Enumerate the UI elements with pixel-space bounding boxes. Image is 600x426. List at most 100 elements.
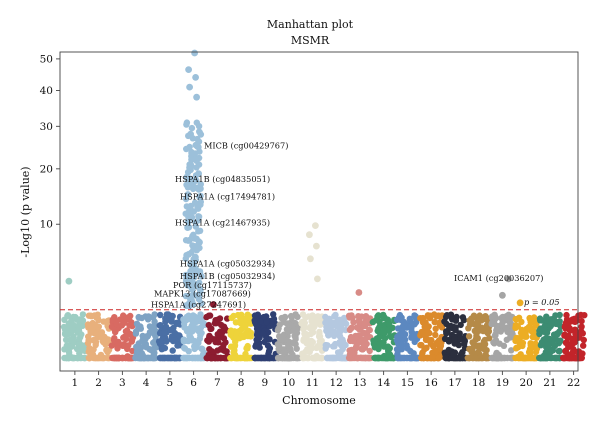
hit-point <box>190 231 197 238</box>
y-axis: 10 20 30 40 50 <box>40 53 60 231</box>
hit-point <box>499 291 506 299</box>
background-point <box>404 345 411 352</box>
background-point <box>231 342 239 349</box>
background-point <box>386 320 393 327</box>
x-tick-label: 22 <box>567 377 580 389</box>
background-point <box>417 341 424 349</box>
background-point <box>159 345 166 352</box>
background-point <box>142 335 149 343</box>
background-point <box>133 343 140 351</box>
x-tick-label: 10 <box>282 377 295 389</box>
background-point <box>171 354 179 362</box>
background-point <box>418 354 425 362</box>
background-point <box>115 338 122 346</box>
hit-point <box>192 256 199 264</box>
background-point <box>393 346 401 353</box>
background-point <box>428 354 435 362</box>
background-point <box>138 314 146 322</box>
background-point <box>151 318 158 325</box>
background-point <box>532 348 540 356</box>
background-point <box>168 318 175 325</box>
background-point <box>231 347 238 354</box>
x-tick-label: 6 <box>190 377 197 389</box>
background-point <box>366 347 373 355</box>
background-point <box>491 332 499 339</box>
background-point <box>399 354 406 362</box>
background-point <box>580 336 587 344</box>
background-point <box>266 336 273 343</box>
background-point <box>572 330 579 337</box>
background-point <box>465 333 473 340</box>
background-point <box>293 345 300 352</box>
background-point <box>445 346 452 354</box>
background-point <box>103 346 110 354</box>
background-point <box>84 321 92 328</box>
background-point <box>169 337 177 345</box>
background-point <box>323 318 330 325</box>
background-point <box>76 336 83 343</box>
background-point <box>75 341 82 348</box>
background-point <box>450 350 457 358</box>
background-point <box>427 312 434 319</box>
background-point <box>530 354 537 362</box>
background-point <box>61 354 68 362</box>
background-point <box>544 317 551 324</box>
background-point <box>556 338 564 345</box>
background-point <box>428 336 435 344</box>
background-point <box>525 324 532 331</box>
background-point <box>260 313 267 321</box>
background-point <box>65 354 73 362</box>
hit-point <box>184 184 192 191</box>
hit-point <box>187 175 194 182</box>
background-point <box>578 323 585 330</box>
hit-point <box>314 275 321 283</box>
background-point <box>245 313 252 320</box>
hit-point <box>183 302 190 309</box>
background-point <box>318 354 325 362</box>
background-point <box>452 317 460 324</box>
background-point <box>505 315 512 322</box>
background-point <box>556 328 563 335</box>
background-point <box>132 330 140 337</box>
background-point <box>503 336 510 343</box>
background-point <box>123 327 131 334</box>
hit-point <box>187 261 194 268</box>
hit-point <box>193 177 200 184</box>
background-point <box>553 354 560 362</box>
hit-point <box>195 154 203 162</box>
hit-point <box>198 273 205 280</box>
background-point <box>197 324 205 331</box>
background-point <box>466 317 473 324</box>
hit-point <box>196 129 204 137</box>
background-point <box>93 312 100 319</box>
background-point <box>512 316 519 323</box>
background-point <box>400 321 408 328</box>
background-point <box>465 325 472 332</box>
background-point <box>206 334 213 341</box>
background-point <box>187 336 195 343</box>
background-point <box>580 342 587 349</box>
background-point <box>380 311 387 319</box>
background-point <box>529 333 537 341</box>
background-point <box>436 346 444 353</box>
x-tick-label: 15 <box>401 377 414 389</box>
background-point <box>423 344 430 351</box>
hit-point <box>195 238 202 245</box>
background-point <box>570 346 577 353</box>
background-point <box>430 343 437 350</box>
background-point <box>544 341 552 349</box>
background-point <box>313 314 320 321</box>
background-point <box>266 345 274 352</box>
background-point <box>555 348 562 355</box>
background-point <box>561 331 568 338</box>
background-point <box>326 354 333 362</box>
background-point <box>218 329 226 337</box>
background-point <box>372 317 380 324</box>
background-point <box>337 342 345 349</box>
background-point <box>370 337 378 345</box>
background-point <box>499 313 506 321</box>
background-point <box>376 323 383 331</box>
background-point <box>65 347 73 354</box>
background-point <box>152 332 159 339</box>
background-point <box>240 324 247 331</box>
